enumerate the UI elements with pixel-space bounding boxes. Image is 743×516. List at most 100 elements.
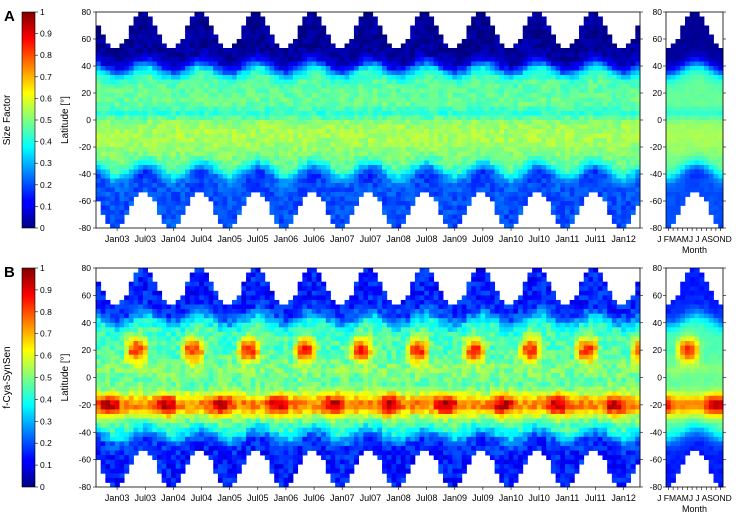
heatmap-cell <box>311 106 317 112</box>
heatmap-cell <box>391 124 397 130</box>
heatmap-cell <box>269 48 275 53</box>
heatmap-cell <box>138 34 144 40</box>
heatmap-cell <box>264 25 270 31</box>
heatmap-cell <box>443 93 449 98</box>
heatmap-cell <box>297 156 303 161</box>
heatmap-cell <box>593 12 599 17</box>
heatmap-cell <box>522 156 528 161</box>
heatmap-cell <box>396 111 402 116</box>
heatmap-cell <box>372 115 378 121</box>
heatmap-cell <box>203 160 209 166</box>
heatmap-cell <box>344 196 350 202</box>
heatmap-cell <box>311 124 317 130</box>
heatmap-cell <box>222 214 228 220</box>
heatmap-cell <box>569 66 575 71</box>
heatmap-cell <box>236 52 242 58</box>
heatmap-cell <box>142 39 148 44</box>
heatmap-cell <box>579 97 585 103</box>
heatmap-cell <box>217 124 224 130</box>
heatmap-cell <box>602 129 608 134</box>
heatmap-cell <box>593 97 599 103</box>
heatmap-cell <box>419 25 425 31</box>
heatmap-cell <box>194 178 200 184</box>
heatmap-cell <box>171 70 177 76</box>
heatmap-cell <box>119 214 125 220</box>
heatmap-cell <box>569 169 575 175</box>
heatmap-cell <box>372 43 378 49</box>
heatmap-cell <box>480 111 486 116</box>
heatmap-cell <box>630 138 636 143</box>
x-tick-label: Jul07 <box>360 234 382 244</box>
heatmap-cell <box>475 187 481 193</box>
climatology-cell <box>685 183 691 188</box>
heatmap-cell <box>161 210 167 215</box>
heatmap-cell <box>105 111 111 116</box>
heatmap-cell <box>185 93 191 98</box>
heatmap-cell <box>489 30 496 35</box>
heatmap-cell <box>447 183 453 188</box>
heatmap-cell <box>124 115 130 121</box>
heatmap-cell <box>513 43 519 49</box>
heatmap-cell <box>349 151 355 157</box>
heatmap-cell <box>410 75 416 80</box>
heatmap-cell <box>499 219 505 224</box>
heatmap-cell <box>428 156 435 161</box>
heatmap-cell <box>260 79 266 85</box>
heatmap-cell <box>536 25 542 31</box>
heatmap-cell <box>550 174 556 179</box>
heatmap-cell <box>536 39 542 44</box>
heatmap-cell <box>217 129 224 134</box>
heatmap-cell <box>166 88 172 94</box>
heatmap-cell <box>564 169 571 175</box>
heatmap-cell <box>175 66 181 71</box>
heatmap-cell <box>447 214 453 220</box>
heatmap-cell <box>569 43 575 49</box>
heatmap-cell <box>283 93 289 98</box>
heatmap-cell <box>532 115 538 121</box>
heatmap-cell <box>550 187 556 193</box>
heatmap-cell <box>405 48 411 53</box>
heatmap-cell <box>241 165 247 170</box>
heatmap-cell <box>236 111 242 116</box>
heatmap-cell <box>588 79 594 85</box>
heatmap-cell <box>536 57 542 62</box>
heatmap-cell <box>307 124 313 130</box>
heatmap-cell <box>260 178 266 184</box>
heatmap-cell <box>288 52 294 58</box>
heatmap-cell <box>555 124 561 130</box>
heatmap-cell <box>114 183 120 188</box>
heatmap-cell <box>625 201 632 206</box>
heatmap-cell <box>292 106 299 112</box>
heatmap-cell <box>105 133 111 139</box>
heatmap-cell <box>260 93 266 98</box>
heatmap-cell <box>189 124 195 130</box>
heatmap-cell <box>438 151 444 157</box>
heatmap-cell <box>283 133 289 139</box>
heatmap-cell <box>175 196 181 202</box>
heatmap-cell <box>269 138 275 143</box>
heatmap-cell <box>536 115 542 121</box>
heatmap-cell <box>264 129 270 134</box>
heatmap-cell <box>579 70 585 76</box>
heatmap-cell <box>166 223 172 229</box>
heatmap-cell <box>128 178 134 184</box>
heatmap-cell <box>457 142 463 148</box>
heatmap-cell <box>428 97 435 103</box>
heatmap-cell <box>569 111 575 116</box>
heatmap-cell <box>217 75 224 80</box>
heatmap-cell <box>133 79 139 85</box>
heatmap-cell <box>241 124 247 130</box>
heatmap-cell <box>325 43 331 49</box>
heatmap-cell <box>110 138 116 143</box>
heatmap-cell <box>138 43 144 49</box>
heatmap-cell <box>227 142 233 148</box>
heatmap-cell <box>208 93 214 98</box>
heatmap-cell <box>625 75 632 80</box>
climatology-cell <box>675 48 681 53</box>
heatmap-cell <box>564 124 571 130</box>
climatology-cell <box>670 219 676 224</box>
heatmap-cell <box>147 115 153 121</box>
heatmap-cell <box>569 160 575 166</box>
heatmap-cell <box>283 97 289 103</box>
heatmap-cell <box>217 48 224 53</box>
